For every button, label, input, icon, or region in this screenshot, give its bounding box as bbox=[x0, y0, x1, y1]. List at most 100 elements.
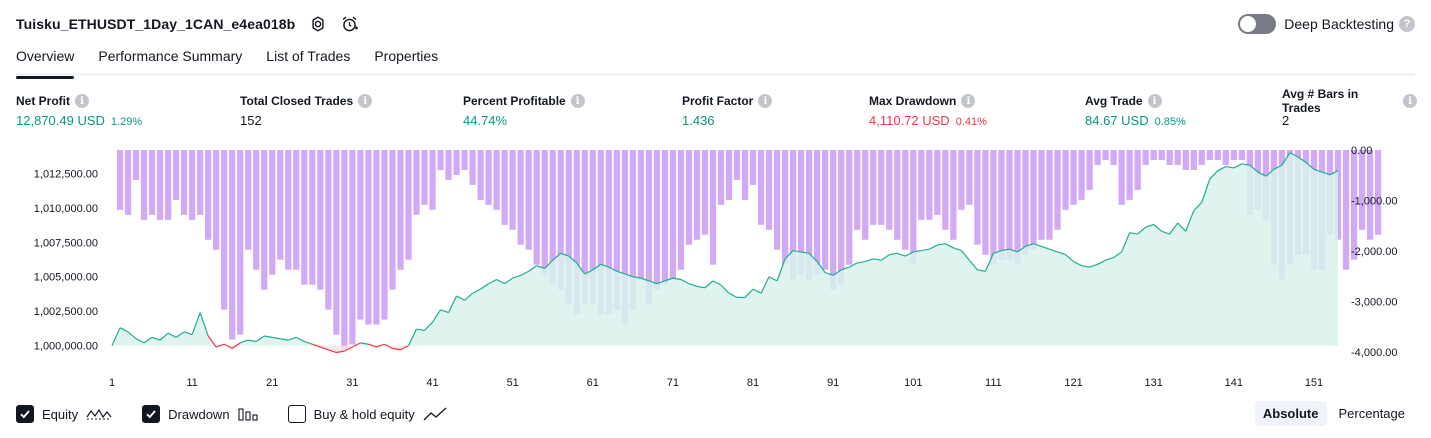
drawdown-bar bbox=[958, 150, 965, 210]
info-icon[interactable]: i bbox=[75, 94, 89, 108]
chart-canvas[interactable]: 1,012,500.00 1,010,000.00 1,007,500.00 1,00… bbox=[0, 140, 1431, 390]
info-icon[interactable]: i bbox=[961, 94, 976, 108]
right-axis-tick-label: -2,000.00 bbox=[1351, 246, 1397, 258]
drawdown-bar bbox=[589, 150, 596, 305]
equity-line-segment bbox=[768, 276, 778, 282]
equity-line-segment bbox=[199, 312, 209, 337]
equity-line-segment bbox=[993, 250, 1002, 254]
drawdown-bar bbox=[1110, 150, 1117, 165]
percentage-button[interactable]: Percentage bbox=[1338, 406, 1406, 421]
metric-max-drawdown: Max Drawdown i 4,110.72 USD 0.41% bbox=[869, 92, 987, 128]
equity-line-segment bbox=[977, 269, 986, 272]
x-axis-tick-label: 151 bbox=[1305, 377, 1323, 389]
drawdown-bar bbox=[1078, 150, 1085, 200]
equity-line-segment bbox=[1249, 164, 1259, 173]
equity-line-segment bbox=[496, 278, 505, 285]
equity-line-segment bbox=[929, 244, 938, 250]
absolute-button[interactable]: Absolute bbox=[1254, 401, 1327, 426]
equity-line-segment bbox=[1225, 165, 1234, 169]
drawdown-bar bbox=[277, 150, 284, 260]
right-axis-tick-label: -1,000.00 bbox=[1351, 196, 1397, 208]
checkbox-checked-icon[interactable] bbox=[16, 405, 34, 423]
drawdown-bar bbox=[164, 150, 172, 220]
equity-line-segment bbox=[407, 328, 418, 346]
equity-line-segment bbox=[712, 280, 722, 286]
drawdown-bar bbox=[549, 150, 556, 285]
equity-line-segment bbox=[1305, 161, 1315, 170]
drawdown-bar bbox=[1198, 150, 1205, 165]
add-alert-icon[interactable] bbox=[339, 13, 361, 35]
drawdown-bars-icon bbox=[238, 407, 258, 421]
x-axis-tick-label: 91 bbox=[827, 377, 839, 389]
equity-line-segment bbox=[296, 336, 305, 343]
checkbox-checked-icon[interactable] bbox=[142, 405, 161, 423]
equity-drawdown-chart[interactable]: 1,012,500.00 1,010,000.00 1,007,500.00 1,00… bbox=[0, 140, 1431, 390]
drawdown-bar bbox=[1126, 150, 1133, 200]
equity-line-segment bbox=[656, 280, 666, 285]
equity-line-segment bbox=[272, 336, 281, 340]
drawdown-bar bbox=[661, 150, 669, 285]
drawdown-bar bbox=[918, 150, 925, 220]
equity-line-segment bbox=[1081, 265, 1090, 268]
equity-line-segment bbox=[432, 309, 442, 323]
equity-line-segment bbox=[984, 253, 994, 272]
info-icon[interactable]: i bbox=[758, 94, 773, 108]
drawdown-bar bbox=[1342, 150, 1350, 270]
info-icon[interactable]: i bbox=[1147, 94, 1162, 108]
left-axis-tick-label: 1,000,000.00 bbox=[34, 341, 98, 353]
equity-line-segment bbox=[905, 251, 914, 257]
drawdown-bar bbox=[709, 150, 717, 265]
drawdown-bar bbox=[1054, 150, 1061, 230]
drawdown-bar bbox=[910, 150, 917, 265]
equity-line-segment bbox=[1169, 222, 1179, 235]
equity-line-segment bbox=[520, 270, 529, 276]
drawdown-bar bbox=[854, 150, 861, 230]
drawdown-bar bbox=[325, 150, 332, 310]
equity-line-segment bbox=[1233, 163, 1243, 169]
equity-line-segment bbox=[584, 269, 594, 275]
metric-percent: 0.41% bbox=[955, 116, 987, 128]
metric-percent: 0.85% bbox=[1154, 116, 1186, 128]
equity-wave-icon bbox=[86, 407, 112, 421]
info-icon[interactable]: i bbox=[358, 94, 373, 108]
tab-overview[interactable]: Overview bbox=[16, 44, 75, 79]
equity-line-segment bbox=[1193, 201, 1203, 212]
drawdown-bar bbox=[341, 150, 348, 350]
equity-line-segment bbox=[704, 280, 714, 289]
metric-value: 84.67 USD bbox=[1085, 113, 1149, 128]
equity-line-segment bbox=[880, 254, 890, 261]
equity-line-segment bbox=[921, 248, 930, 252]
legend-equity[interactable]: Equity bbox=[16, 405, 112, 423]
equity-line-segment bbox=[1185, 210, 1195, 232]
drawdown-bar bbox=[1366, 150, 1374, 240]
drawdown-bar bbox=[285, 150, 292, 270]
metric-label: Net Profit bbox=[16, 94, 70, 108]
drawdown-bar bbox=[934, 150, 941, 215]
drawdown-bar bbox=[990, 150, 997, 265]
tab-properties[interactable]: Properties bbox=[374, 48, 439, 64]
info-icon[interactable]: i bbox=[570, 94, 585, 108]
drawdown-bar bbox=[365, 150, 372, 325]
equity-line-segment bbox=[1289, 152, 1299, 158]
metric-label: Avg # Bars in Trades bbox=[1282, 87, 1359, 115]
settings-icon[interactable] bbox=[307, 13, 329, 35]
equity-line-segment bbox=[183, 331, 193, 336]
equity-line-segment bbox=[1209, 170, 1219, 180]
drawdown-bar bbox=[902, 150, 909, 250]
legend-buy-hold-equity[interactable]: Buy & hold equity bbox=[287, 405, 447, 423]
drawdown-bar bbox=[1030, 150, 1037, 250]
left-axis-tick-label: 1,002,500.00 bbox=[34, 306, 98, 318]
drawdown-bar bbox=[477, 150, 484, 200]
checkbox-unchecked-icon[interactable] bbox=[287, 405, 306, 423]
tab-list-of-trades[interactable]: List of Trades bbox=[266, 48, 351, 64]
legend-drawdown[interactable]: Drawdown bbox=[142, 405, 258, 423]
info-icon[interactable]: i bbox=[1403, 94, 1417, 108]
deep-backtesting-toggle[interactable] bbox=[1238, 14, 1277, 34]
tab-performance-summary[interactable]: Performance Summary bbox=[98, 48, 243, 64]
drawdown-bar bbox=[741, 150, 749, 200]
drawdown-bar bbox=[373, 150, 380, 325]
equity-line-segment bbox=[376, 343, 385, 348]
equity-line-segment bbox=[1321, 171, 1331, 176]
equity-line-segment bbox=[472, 288, 481, 294]
help-icon[interactable]: ? bbox=[1399, 16, 1415, 32]
